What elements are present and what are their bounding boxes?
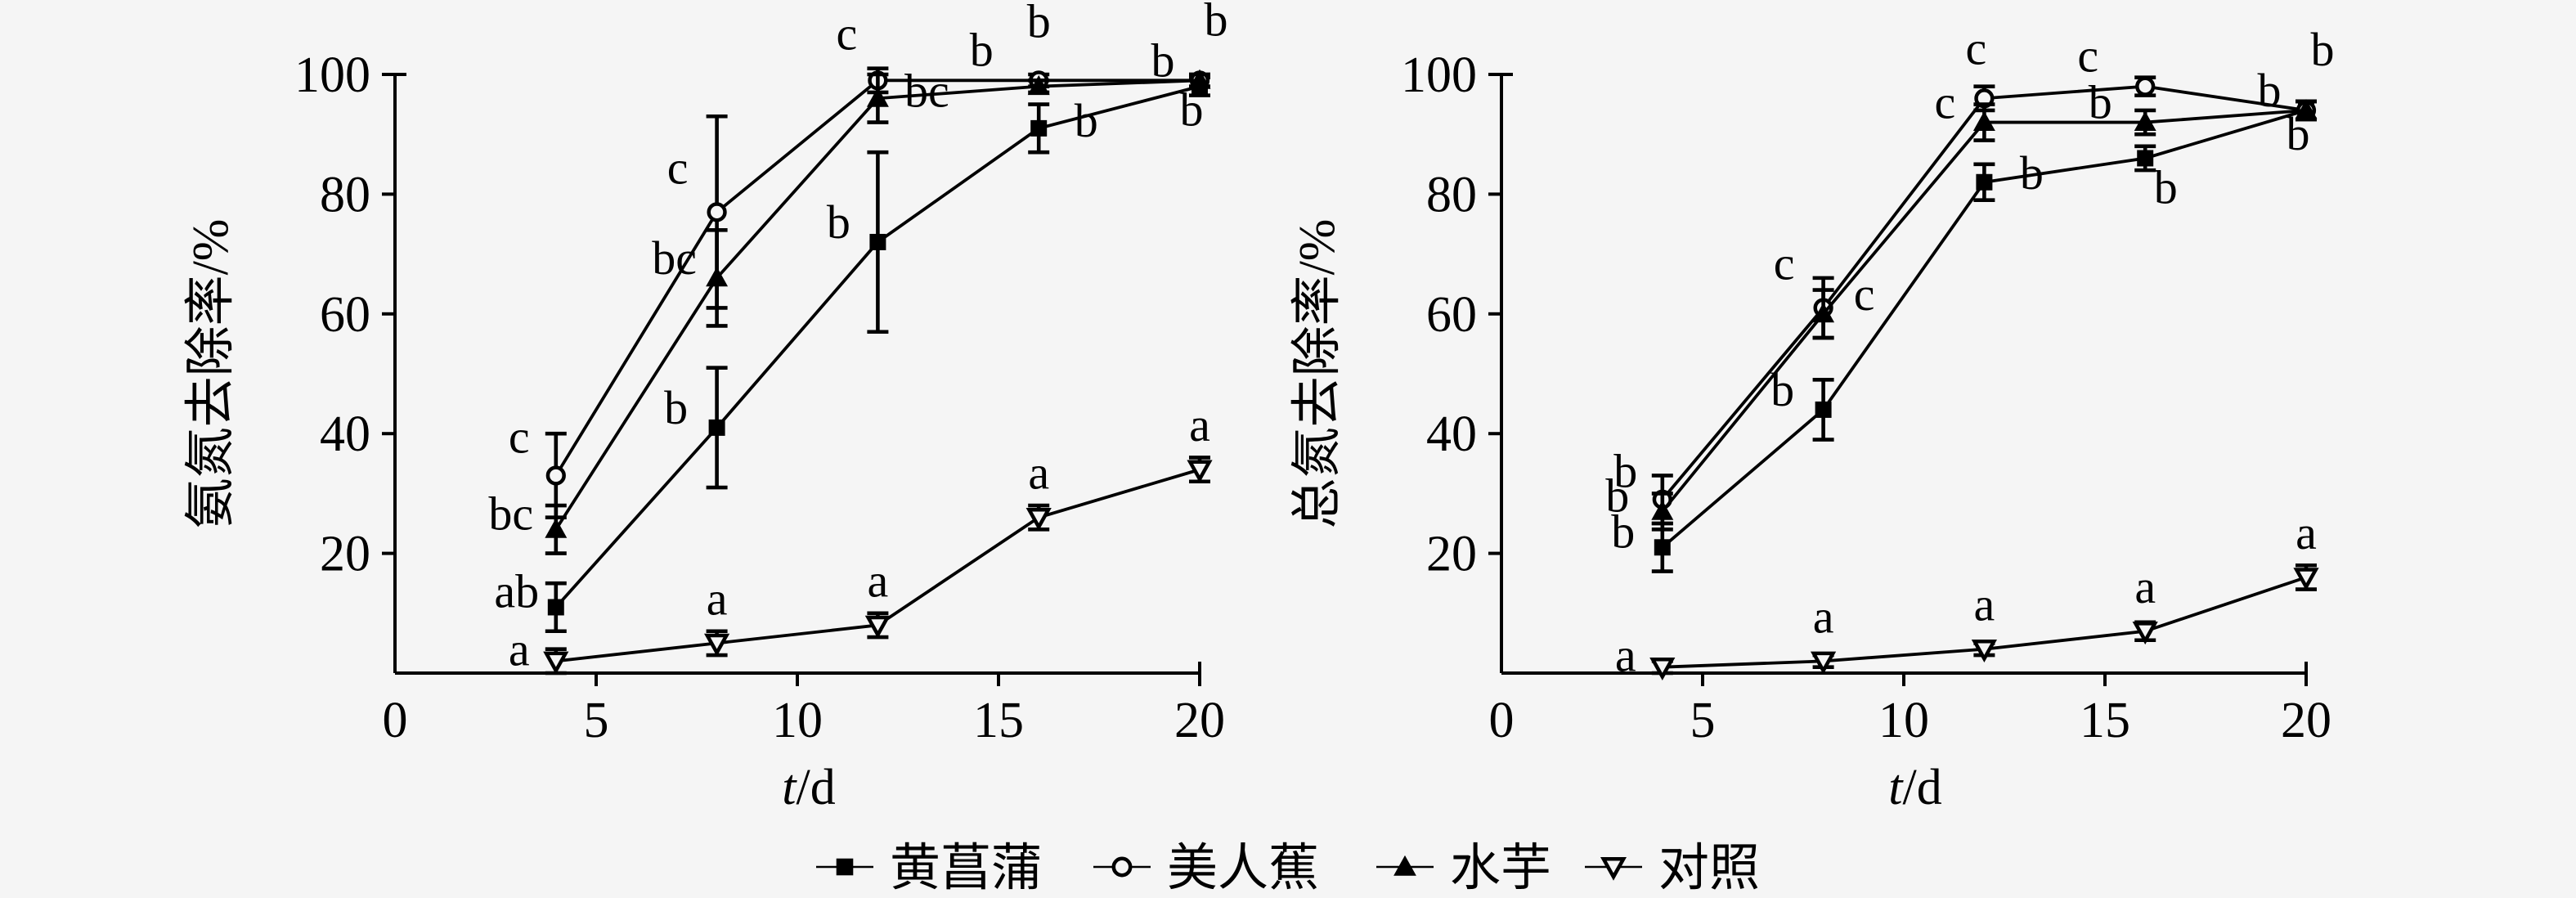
svg-text:10: 10 [772,693,823,748]
svg-text:a: a [1974,578,1995,631]
svg-text:a: a [707,572,728,625]
svg-text:a: a [2134,560,2156,613]
svg-text:80: 80 [1426,167,1477,222]
svg-text:a: a [1189,398,1210,451]
svg-text:a: a [868,554,889,607]
svg-text:b: b [664,381,688,434]
svg-text:t/d: t/d [1888,760,1941,815]
svg-text:b: b [1151,34,1175,87]
svg-text:40: 40 [320,406,370,462]
svg-text:bc: bc [652,231,697,285]
svg-text:20: 20 [1174,693,1225,748]
svg-text:氨氮去除率/%: 氨氮去除率/% [183,219,239,529]
svg-text:b: b [2258,64,2282,117]
svg-text:b: b [1205,0,1228,46]
svg-text:a: a [1615,629,1636,682]
svg-text:c: c [509,410,530,463]
svg-text:b: b [970,23,994,76]
svg-text:总氮去除率/%: 总氮去除率/% [1290,219,1345,529]
svg-text:c: c [1854,267,1875,321]
svg-text:100: 100 [294,47,370,103]
svg-text:20: 20 [2281,693,2331,748]
svg-text:bc: bc [488,487,533,540]
svg-text:a: a [1813,590,1834,643]
svg-text:美人蕉: 美人蕉 [1167,841,1319,896]
svg-text:c: c [1966,21,1987,74]
svg-text:ab: ab [494,564,539,617]
svg-text:c: c [837,7,858,60]
svg-text:a: a [509,622,530,676]
svg-text:100: 100 [1401,47,1477,103]
svg-text:b: b [1180,83,1204,137]
svg-text:b: b [2089,76,2112,129]
svg-text:b: b [1075,94,1098,147]
svg-text:60: 60 [1426,287,1477,343]
svg-text:15: 15 [973,693,1024,748]
svg-text:对照: 对照 [1658,841,1760,896]
svg-text:80: 80 [320,167,370,222]
svg-text:b: b [827,195,850,249]
svg-text:水芋: 水芋 [1450,841,1551,896]
svg-text:20: 20 [320,527,370,582]
svg-text:c: c [1774,236,1795,290]
svg-text:b: b [1027,0,1051,48]
svg-text:20: 20 [1426,527,1477,582]
svg-text:黄菖蒲: 黄菖蒲 [890,841,1042,896]
svg-text:c: c [2077,29,2098,83]
svg-text:5: 5 [1690,693,1716,748]
svg-text:60: 60 [320,287,370,343]
svg-text:15: 15 [2080,693,2130,748]
svg-text:10: 10 [1878,693,1929,748]
svg-text:b: b [1605,469,1629,522]
svg-text:b: b [1770,363,1794,416]
svg-text:b: b [2154,160,2178,213]
svg-text:a: a [1028,447,1049,500]
svg-text:b: b [2311,23,2335,76]
svg-text:40: 40 [1426,406,1477,462]
svg-text:t/d: t/d [782,760,835,815]
svg-text:c: c [1935,76,1956,129]
svg-text:0: 0 [1489,693,1515,748]
svg-text:c: c [667,141,689,194]
svg-text:a: a [2296,506,2317,559]
svg-text:5: 5 [584,693,609,748]
svg-text:0: 0 [383,693,408,748]
svg-text:bc: bc [904,64,949,117]
svg-text:b: b [2020,146,2044,200]
